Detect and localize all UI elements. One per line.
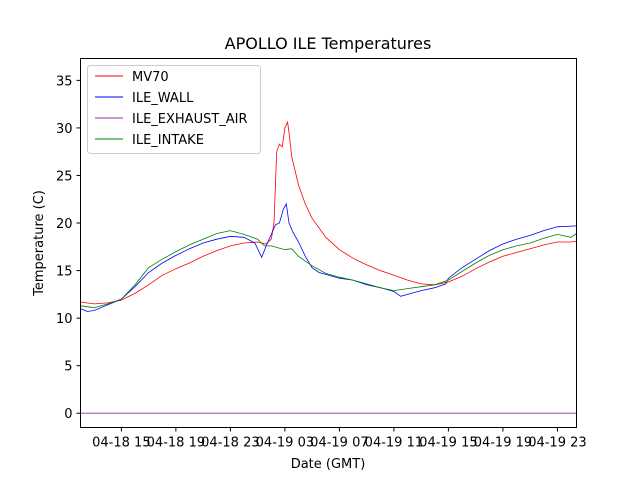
y-tick-label: 20 <box>56 217 73 232</box>
x-tick-label: 04-18 19 <box>147 436 205 451</box>
legend-label: ILE_INTAKE <box>132 133 204 148</box>
legend-label: ILE_EXHAUST_AIR <box>132 112 248 127</box>
x-tick-label: 04-19 23 <box>528 436 586 451</box>
chart-title: APOLLO ILE Temperatures <box>225 34 432 53</box>
plot-area-frame <box>80 58 577 428</box>
y-axis: 0 5 10 15 20 25 30 35 <box>56 74 81 422</box>
x-tick-label: 04-19 11 <box>365 436 423 451</box>
y-tick-label: 10 <box>56 312 73 327</box>
y-tick-label: 0 <box>64 407 72 422</box>
legend-label: MV70 <box>132 70 169 85</box>
y-tick-label: 5 <box>64 360 72 375</box>
x-tick-label: 04-18 23 <box>201 436 259 451</box>
y-tick-label: 25 <box>56 169 73 184</box>
x-tick-label: 04-19 15 <box>419 436 477 451</box>
x-tick-label: 04-18 15 <box>92 436 150 451</box>
legend: MV70 ILE_WALL ILE_EXHAUST_AIR ILE_INTAKE <box>87 65 261 154</box>
series-line-mv70 <box>80 120 577 305</box>
x-tick-label: 04-19 03 <box>256 436 314 451</box>
legend-label: ILE_WALL <box>132 91 194 106</box>
series-line-ile-wall <box>80 202 577 312</box>
series-layer <box>80 120 577 414</box>
y-tick-label: 30 <box>56 122 73 137</box>
y-tick-label: 35 <box>56 74 73 89</box>
y-tick-label: 15 <box>56 265 73 280</box>
y-axis-label: Temperature (C) <box>32 190 47 297</box>
legend-box <box>87 65 261 154</box>
series-line-ile-intake <box>80 230 577 309</box>
x-tick-label: 04-19 19 <box>474 436 532 451</box>
x-axis-label: Date (GMT) <box>291 457 366 472</box>
x-tick-label: 04-19 07 <box>310 436 368 451</box>
